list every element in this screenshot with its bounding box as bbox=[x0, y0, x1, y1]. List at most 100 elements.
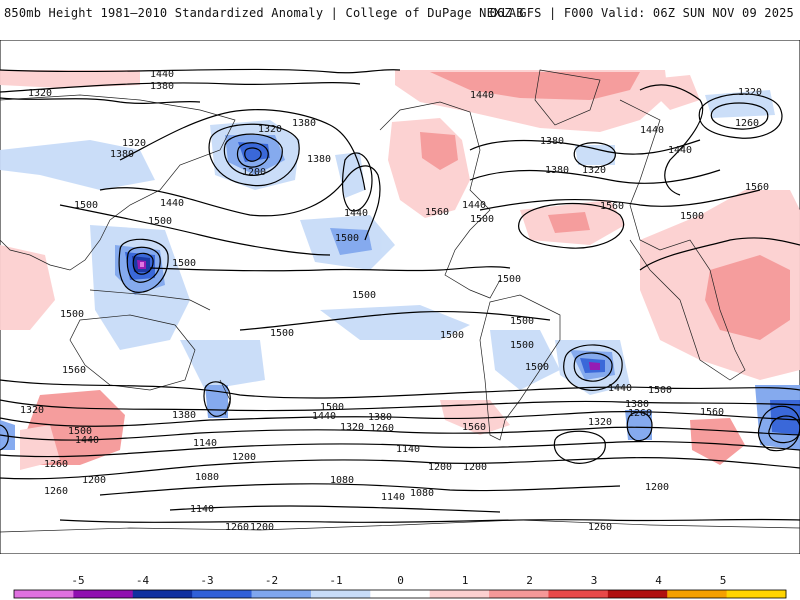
contour-label: 1380 bbox=[368, 412, 392, 423]
contour-label: 1200 bbox=[645, 482, 669, 493]
contour-1500-pacific bbox=[59, 204, 331, 256]
contour-n-atlantic-2 bbox=[469, 169, 721, 184]
contour-s-1200 bbox=[0, 457, 800, 480]
contour-label: 1380 bbox=[545, 165, 569, 176]
contour-label: 1200 bbox=[463, 462, 487, 473]
contour-label: 1260 bbox=[44, 486, 68, 497]
coast-europe-africa bbox=[619, 99, 746, 381]
contour-label: 1440 bbox=[608, 383, 632, 394]
contour-1440-pacific bbox=[99, 165, 381, 241]
contour-label: 1200 bbox=[232, 452, 256, 463]
contour-label: 1320 bbox=[582, 165, 606, 176]
contour-label: 1440 bbox=[75, 435, 99, 446]
contour-s-pacific-cell bbox=[626, 411, 653, 442]
colorbar-segment bbox=[607, 590, 668, 598]
contour-label: 1140 bbox=[396, 444, 420, 455]
colorbar-tick-label: -2 bbox=[265, 574, 278, 587]
anomaly-typhoon-eye bbox=[140, 262, 144, 267]
contour-label: 1440 bbox=[640, 125, 664, 136]
contour-europe-1380 bbox=[639, 84, 704, 196]
anomaly-indian-ocean bbox=[0, 245, 55, 330]
contour-s-1380 bbox=[0, 411, 800, 427]
contour-label: 1080 bbox=[410, 488, 434, 499]
contour-label: 1440 bbox=[344, 208, 368, 219]
contour-s-pacific-ring bbox=[553, 430, 606, 464]
contour-bering-low-2 bbox=[223, 133, 283, 176]
contour-label: 1380 bbox=[150, 81, 174, 92]
height-contours bbox=[0, 68, 800, 523]
contour-label: 1500 bbox=[270, 328, 294, 339]
contour-label: 1500 bbox=[497, 274, 521, 285]
contour-label: 1380 bbox=[625, 399, 649, 410]
contour-label: 1560 bbox=[425, 207, 449, 218]
colorbar-tick-label: 5 bbox=[720, 574, 727, 587]
contour-label: 1500 bbox=[440, 330, 464, 341]
contour-s-1440 bbox=[0, 399, 800, 412]
colorbar-tick-label: -1 bbox=[329, 574, 342, 587]
colorbar-segment bbox=[429, 590, 490, 598]
contour-s-atlantic-low-2 bbox=[573, 352, 613, 382]
contour-label: 1380 bbox=[307, 154, 331, 165]
header: 850mb Height 1981–2010 Standardized Anom… bbox=[0, 0, 800, 36]
contour-label: 1440 bbox=[312, 411, 336, 422]
contour-label: 1200 bbox=[428, 462, 452, 473]
contour-label: 1380 bbox=[110, 149, 134, 160]
colorbar-segment bbox=[489, 590, 549, 598]
colorbar-segment bbox=[132, 590, 193, 598]
contour-label: 1320 bbox=[588, 417, 612, 428]
contour-label: 1440 bbox=[668, 145, 692, 156]
contour-label: 1500 bbox=[510, 316, 534, 327]
contour-label: 1140 bbox=[381, 492, 405, 503]
contour-label: 1140 bbox=[193, 438, 217, 449]
coast-antarctica bbox=[0, 519, 800, 533]
contour-label: 1560 bbox=[700, 407, 724, 418]
contour-bering-low-1 bbox=[208, 123, 300, 187]
anomaly-atlantic-core bbox=[548, 212, 590, 233]
contour-far-west-low bbox=[0, 424, 9, 451]
contour-label: 1260 bbox=[735, 118, 759, 129]
anomaly-map: 1440 1380 1320 1320 1380 1320 1380 1380 … bbox=[0, 40, 800, 554]
contour-typhoon-3 bbox=[132, 252, 154, 275]
contour-label: 1320 bbox=[28, 88, 52, 99]
contour-typhoon-1 bbox=[118, 238, 169, 293]
contour-label: 1320 bbox=[738, 87, 762, 98]
contour-label: 1260 bbox=[225, 522, 249, 533]
colorbar-segments bbox=[14, 590, 787, 598]
colorbar-segment bbox=[370, 590, 431, 598]
contour-label: 1320 bbox=[340, 422, 364, 433]
colorbar-ticks: -5 -4 -3 -2 -1 0 1 2 3 4 5 bbox=[71, 574, 726, 587]
contour-1380-north bbox=[0, 81, 361, 93]
contour-label: 1380 bbox=[172, 410, 196, 421]
contour-1560-africa bbox=[639, 237, 800, 271]
colorbar-segment bbox=[14, 590, 74, 598]
contour-n-atlantic-low bbox=[573, 142, 616, 168]
contour-label: 1500 bbox=[68, 426, 92, 437]
contour-label: 1500 bbox=[648, 385, 672, 396]
contour-label: 1500 bbox=[680, 211, 704, 222]
contour-s-indian-low-2 bbox=[768, 415, 800, 444]
anomaly-arctic-core bbox=[430, 72, 640, 100]
coastlines bbox=[0, 69, 800, 533]
contour-n-atlantic-3 bbox=[479, 189, 761, 211]
colorbar-segment bbox=[310, 590, 371, 598]
contour-s-1260 bbox=[0, 440, 800, 458]
contour-label: 1500 bbox=[320, 402, 344, 413]
anomaly-europe-trough bbox=[0, 140, 155, 190]
contour-ne-low-1 bbox=[698, 93, 783, 139]
map-title: 850mb Height 1981–2010 Standardized Anom… bbox=[4, 6, 524, 20]
anomaly-equatorial-pacific bbox=[320, 305, 470, 340]
contour-gulf-alaska bbox=[342, 152, 373, 212]
contour-label: 1440 bbox=[462, 200, 486, 211]
contour-label: 1320 bbox=[20, 405, 44, 416]
coast-asia bbox=[0, 94, 236, 271]
contour-label: 1080 bbox=[195, 472, 219, 483]
colorbar-tick-label: 4 bbox=[655, 574, 662, 587]
contour-label: 1560 bbox=[462, 422, 486, 433]
anomaly-w-europe bbox=[0, 70, 140, 88]
contour-labels: 1440 1380 1320 1320 1380 1320 1380 1380 … bbox=[20, 69, 769, 533]
contour-s-1320 bbox=[0, 426, 800, 441]
contour-s-indian-low-1 bbox=[757, 405, 800, 452]
colorbar-tick-label: 2 bbox=[526, 574, 533, 587]
contour-label: 1260 bbox=[628, 408, 652, 419]
colorbar-segment bbox=[192, 590, 253, 598]
